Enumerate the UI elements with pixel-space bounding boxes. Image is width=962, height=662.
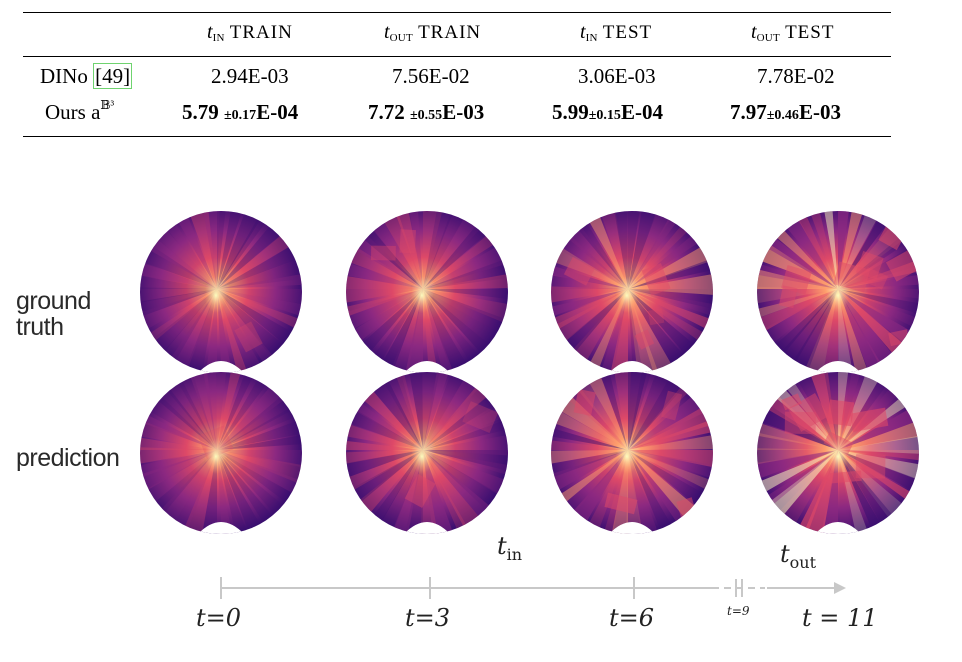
tick-label: t=6 (609, 604, 655, 632)
tick-label: t=3 (405, 604, 451, 632)
table-top-rule (23, 12, 891, 13)
header-tin-test: tIN TEST (580, 21, 653, 44)
prediction-sphere (757, 372, 919, 534)
ground-truth-sphere (551, 211, 713, 373)
value-cell-best: 7.97±0.46E-03 (730, 100, 841, 124)
tick-label-small: t=9 (727, 604, 750, 618)
tick-label: t = 11 (802, 604, 878, 632)
time-axis (220, 577, 846, 599)
prediction-sphere (551, 372, 713, 534)
value-cell: 7.56E-02 (392, 64, 470, 88)
method-dino: DINo [49] (40, 63, 133, 89)
header-tout-train: tOUT TRAIN (384, 21, 482, 44)
value-cell: 2.94E-03 (211, 64, 289, 88)
range-label-tout: tout (780, 540, 817, 572)
ground-truth-sphere (757, 211, 919, 373)
header-tout-test: tOUT TEST (751, 21, 835, 44)
value-cell: 3.06E-03 (578, 64, 656, 88)
citation-link[interactable]: [49] (93, 63, 133, 89)
arrow-head-icon (834, 582, 846, 594)
value-cell-best: 5.99±0.15E-04 (552, 100, 663, 124)
value-cell: 7.78E-02 (757, 64, 835, 88)
table-header-rule (23, 56, 891, 57)
table-bottom-rule (23, 136, 891, 137)
header-tin-train: tIN TRAIN (207, 21, 293, 44)
prediction-sphere (346, 372, 508, 534)
range-label-tin: tin (497, 532, 523, 564)
ground-truth-sphere (140, 211, 302, 373)
row-label-ground-truth: ground truth (16, 287, 91, 341)
value-cell-best: 5.79 ±0.17E-04 (182, 100, 299, 124)
value-cell-best: 7.72 ±0.55E-03 (368, 100, 485, 124)
ground-truth-sphere (346, 211, 508, 373)
method-ours: Ours a𝔹³ (45, 98, 115, 124)
prediction-sphere (140, 372, 302, 534)
tick-label: t=0 (196, 604, 242, 632)
row-label-prediction: prediction (16, 444, 120, 472)
